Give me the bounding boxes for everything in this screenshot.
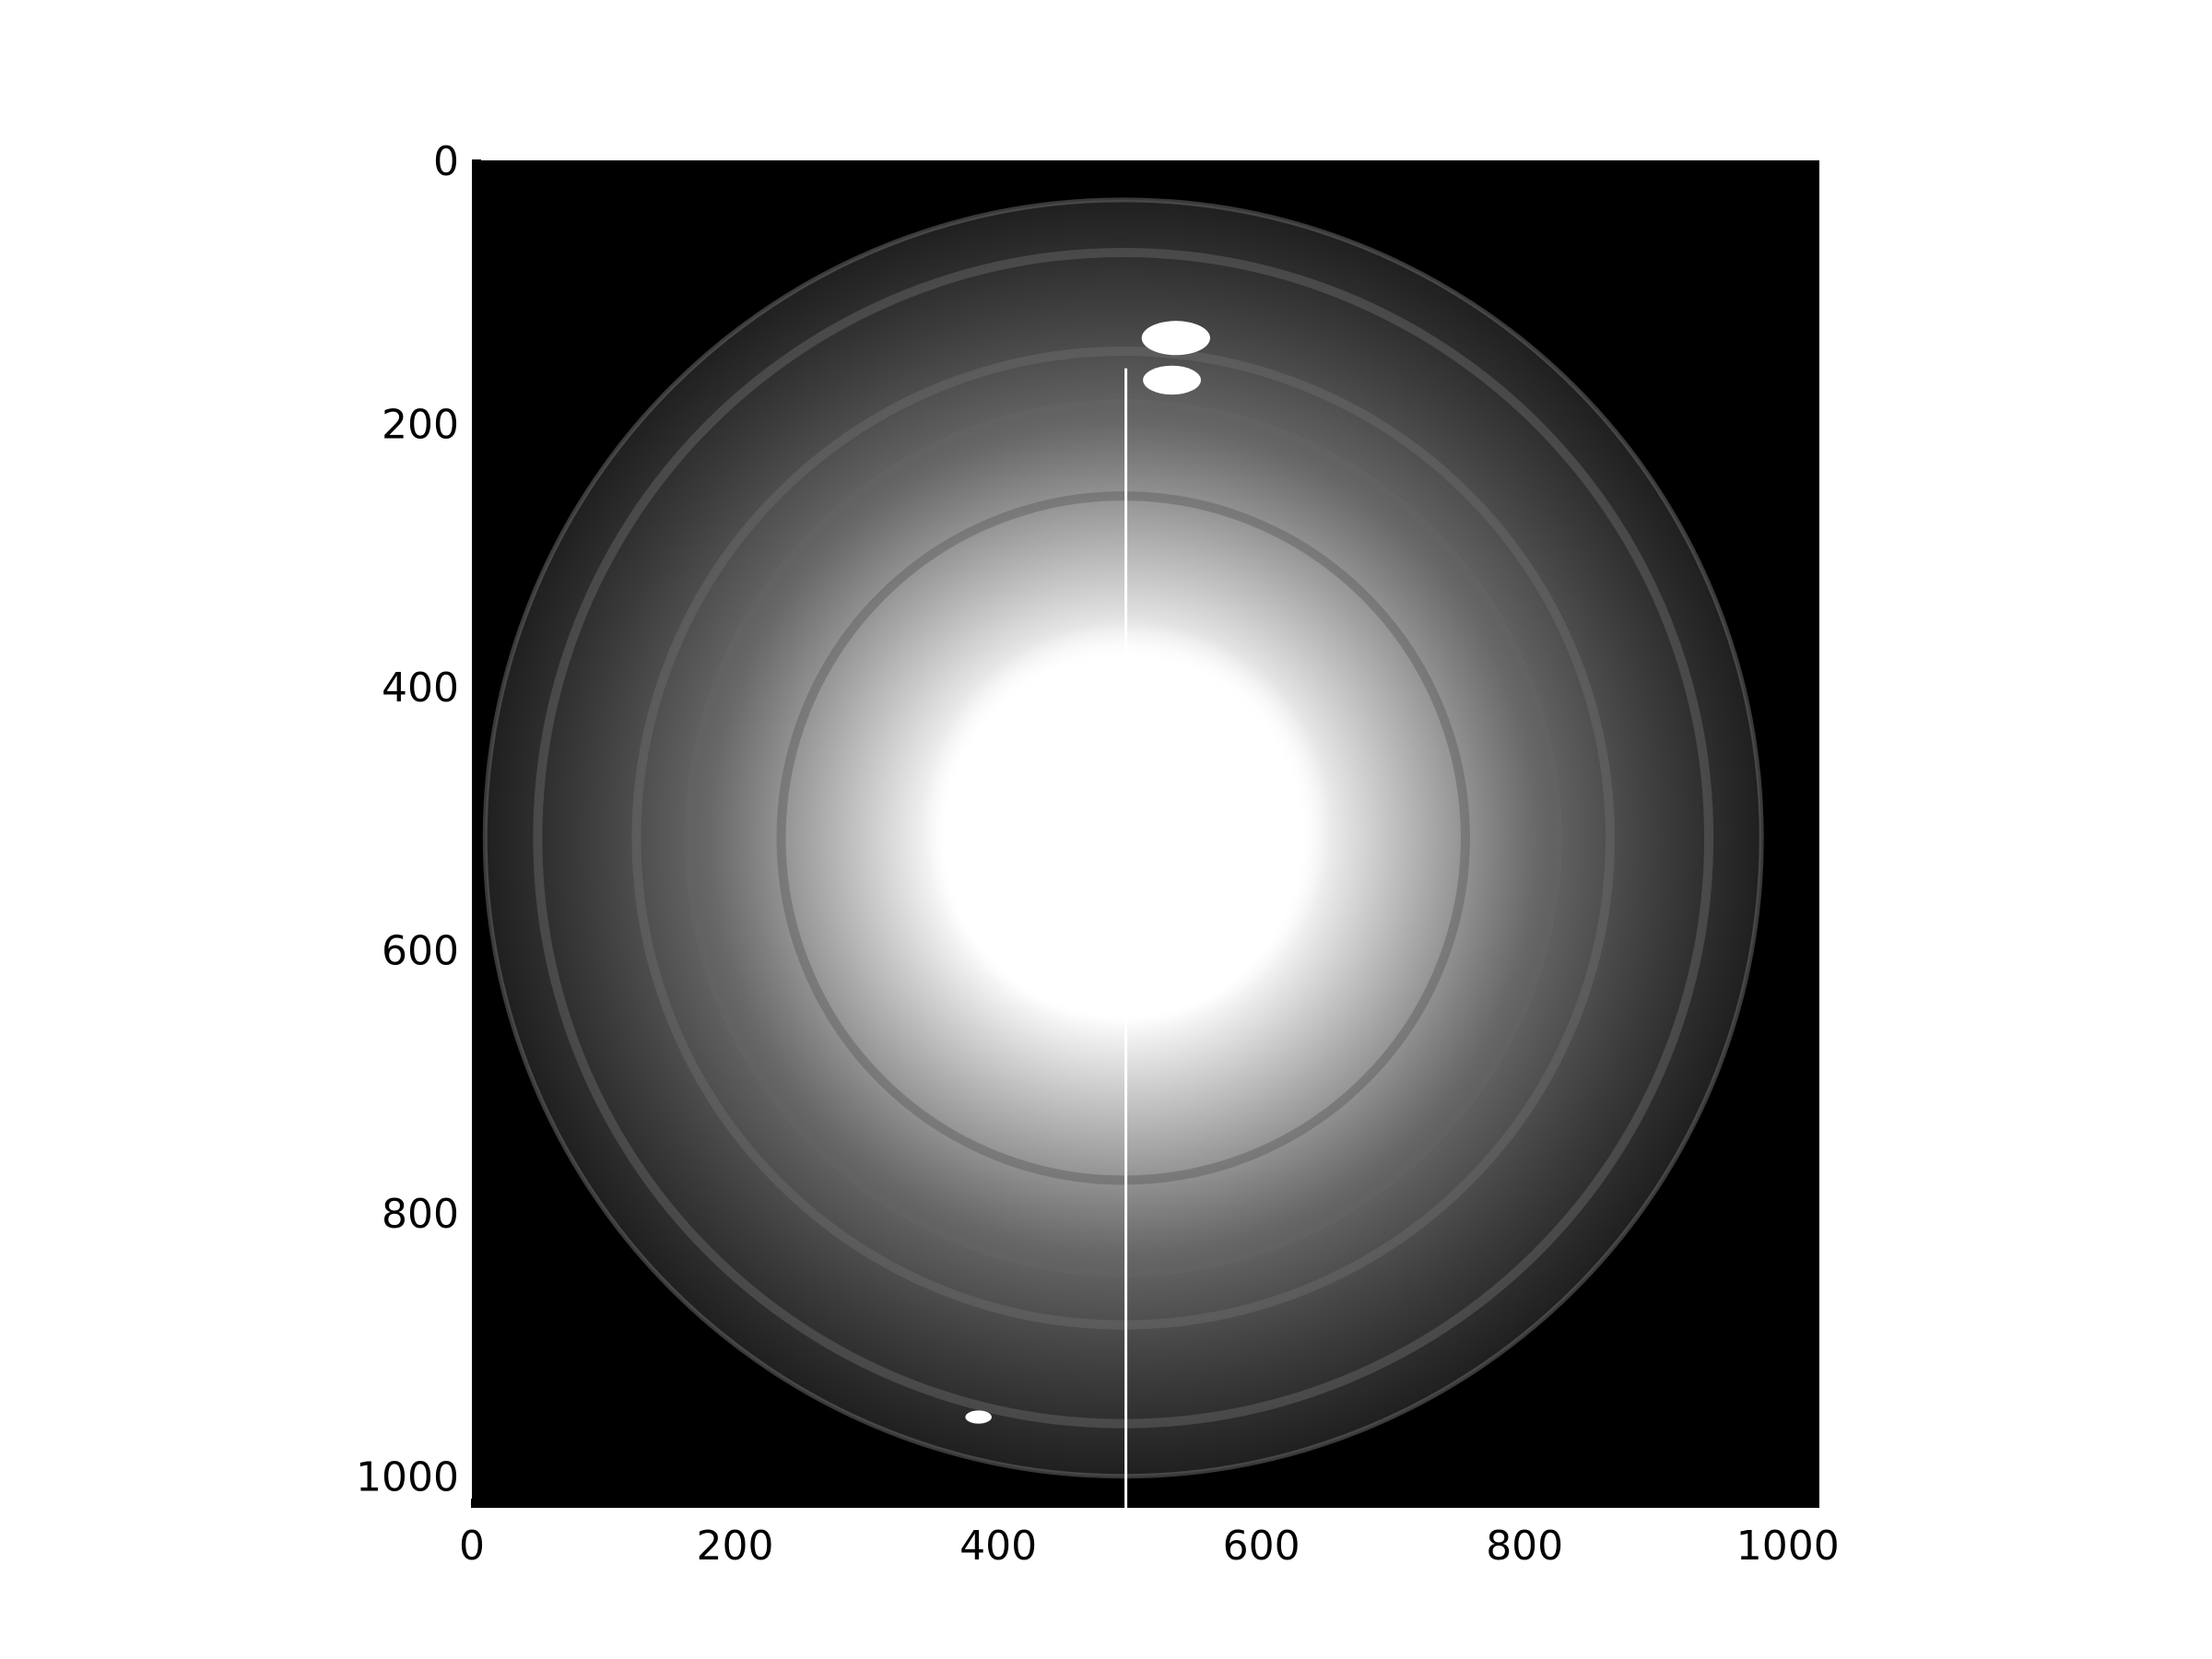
x-tick-label: 0 — [459, 1523, 485, 1570]
diffraction-ring — [631, 347, 1615, 1330]
y-tick-label: 200 — [382, 402, 459, 449]
x-tick-label: 800 — [1486, 1523, 1563, 1570]
y-tick-label: 400 — [382, 665, 459, 712]
bragg-spot — [1143, 365, 1201, 395]
diffraction-ring — [684, 399, 1562, 1277]
bragg-spot — [1141, 321, 1210, 356]
y-tick-label: 800 — [382, 1191, 459, 1238]
bragg-spot — [965, 1410, 992, 1424]
y-tick-label: 600 — [382, 928, 459, 975]
x-tick-label: 1000 — [1736, 1523, 1840, 1570]
y-tick-label: 0 — [433, 138, 459, 185]
x-axis: 0 200 400 600 800 1000 — [459, 1499, 1840, 1570]
diffraction-ring — [533, 247, 1714, 1429]
diffraction-ring — [482, 197, 1764, 1479]
x-tick-label: 200 — [697, 1523, 774, 1570]
plot-area — [472, 160, 1819, 1508]
y-tick-label: 1000 — [356, 1454, 459, 1501]
x-tick-label: 400 — [959, 1523, 1037, 1570]
diffraction-ring — [776, 491, 1470, 1185]
y-axis: 0 200 400 600 800 1000 — [356, 138, 481, 1501]
diffraction-image — [482, 197, 1764, 1508]
x-tick-label: 600 — [1223, 1523, 1300, 1570]
